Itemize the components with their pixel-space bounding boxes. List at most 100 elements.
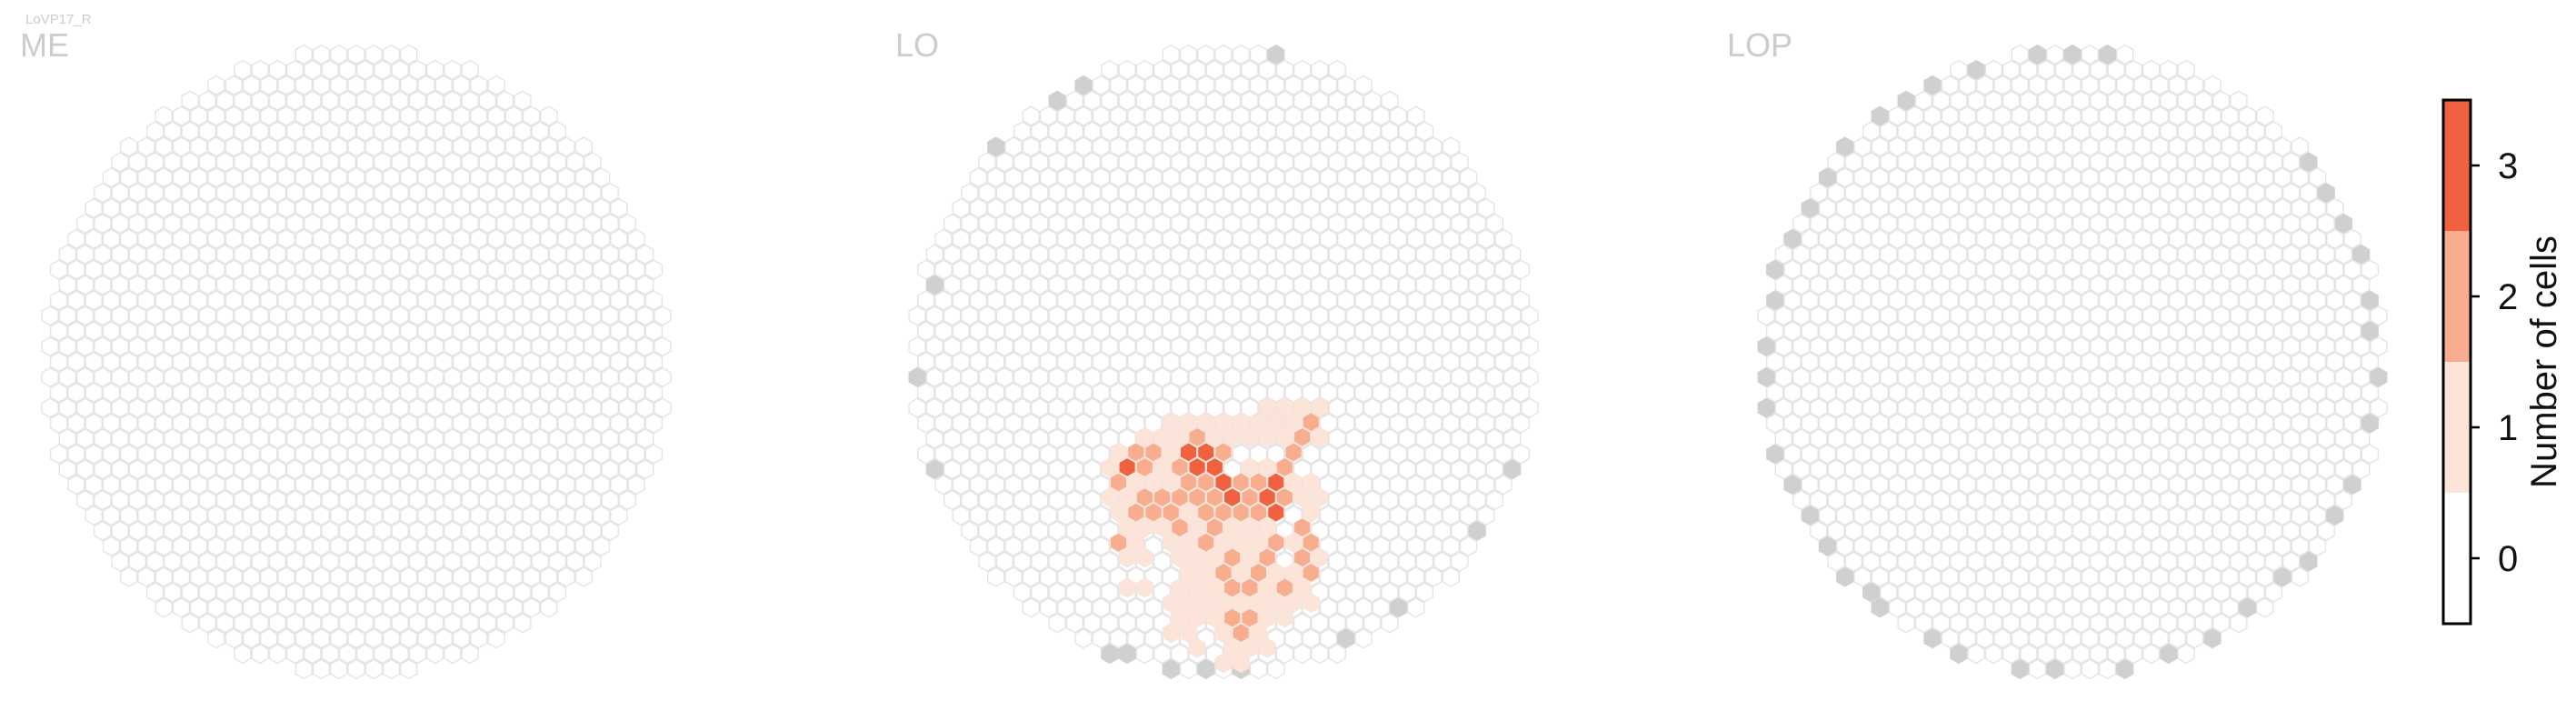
hex-cell — [155, 105, 173, 126]
hex-cell — [2203, 566, 2222, 587]
hex-cell-count-1 — [1127, 532, 1145, 553]
hex-cell — [1485, 366, 1504, 388]
hex-cell — [1074, 628, 1093, 649]
hex-cell — [128, 213, 146, 235]
hex-cell — [1354, 475, 1373, 496]
hex-cell — [2107, 121, 2125, 142]
hex-cell — [1415, 582, 1434, 603]
hex-cell — [321, 459, 339, 480]
hex-cell — [1354, 197, 1373, 219]
hex-cell — [1914, 275, 1933, 295]
hex-cell — [1415, 397, 1434, 418]
hex-cell — [1932, 335, 1951, 357]
hex-cell — [1871, 444, 1889, 465]
hex-cell — [321, 613, 339, 634]
hex-cell — [1267, 658, 1285, 680]
hex-cell — [1967, 489, 1985, 511]
hex-cell — [172, 413, 191, 434]
hex-cell — [1923, 475, 1942, 496]
hex-cell — [321, 582, 339, 603]
hex-cell — [514, 244, 532, 265]
hex-cell — [251, 489, 269, 511]
hex-cell — [2124, 59, 2143, 81]
hex-cell — [1328, 335, 1346, 357]
hex-cell — [2124, 489, 2143, 511]
hex-cell-count-1 — [1302, 472, 1320, 493]
hex-cell — [2291, 136, 2309, 157]
hex-cell — [1827, 335, 1845, 357]
hex-cell — [592, 444, 611, 465]
hex-cell — [190, 167, 208, 188]
hex-cell — [67, 444, 85, 465]
hex-cell — [85, 290, 103, 311]
hex-cell — [444, 59, 462, 81]
hex-cell — [215, 213, 235, 235]
hex-cell — [2203, 351, 2222, 373]
hex-cell — [1459, 228, 1478, 249]
hex-cell — [1127, 597, 1145, 618]
hex-cell — [917, 351, 935, 373]
hex-cell — [128, 520, 146, 542]
hex-cell — [85, 259, 103, 280]
hex-cell — [1993, 259, 2012, 280]
hex-cell — [1319, 167, 1338, 188]
hex-cell — [969, 475, 988, 496]
hex-cell — [285, 182, 305, 204]
hex-cell — [330, 628, 348, 649]
hex-cell — [487, 536, 505, 556]
hex-cell — [2264, 459, 2283, 480]
hex-cell — [1810, 397, 1828, 418]
hex-cell — [304, 428, 322, 449]
hex-cell — [495, 305, 514, 326]
hex-cell — [1345, 397, 1364, 418]
hex-cell — [1022, 197, 1040, 219]
hex-cell — [2020, 152, 2038, 173]
hex-cell — [1433, 520, 1452, 542]
hex-cell — [374, 59, 392, 81]
hex-cell — [2230, 244, 2248, 265]
hex-cell — [1249, 259, 1268, 280]
hex-cell-missing — [1162, 659, 1180, 679]
hex-cell — [1459, 475, 1478, 496]
hex-cell — [1127, 351, 1145, 373]
hex-cell — [1914, 244, 1933, 265]
hex-cell — [198, 121, 217, 142]
hex-cell — [251, 551, 269, 572]
hex-cell — [1319, 475, 1338, 496]
hex-cell — [1389, 290, 1408, 311]
hex-cell — [1101, 121, 1119, 142]
hex-cell — [461, 275, 479, 295]
hex-cell-count-1 — [1284, 562, 1303, 583]
colorbar-tick-label: 1 — [2498, 408, 2518, 448]
hex-cell — [1179, 105, 1198, 126]
hex-cell — [94, 182, 112, 204]
hex-cell — [1398, 182, 1416, 204]
hex-cell — [1004, 259, 1023, 280]
hex-cell — [304, 244, 322, 265]
hex-cell — [925, 244, 944, 265]
hex-cell — [102, 290, 121, 311]
hex-cell — [1065, 90, 1084, 111]
hex-cell — [1004, 136, 1023, 157]
hex-cell — [312, 136, 331, 157]
hex-cell — [961, 366, 979, 388]
hex-cell — [382, 136, 401, 157]
hex-cell — [1914, 90, 1933, 111]
hex-cell-count-1 — [1205, 547, 1223, 568]
hex-cell — [1880, 275, 1898, 295]
hex-cell — [1144, 197, 1163, 219]
hex-cell — [268, 397, 287, 418]
hex-cell — [1932, 489, 1951, 511]
hex-cell — [934, 382, 953, 403]
hex-cell — [1906, 413, 1924, 434]
hex-cell — [1354, 105, 1373, 126]
hex-cell — [1976, 475, 1994, 496]
hex-cell — [1057, 105, 1075, 126]
hex-cell — [2002, 520, 2021, 542]
hex-cell — [2300, 397, 2318, 418]
hex-cell — [2168, 351, 2187, 373]
hex-cell — [347, 351, 365, 373]
hex-cell — [987, 197, 1005, 219]
hex-cell — [1381, 152, 1399, 173]
hex-cell — [995, 397, 1013, 418]
